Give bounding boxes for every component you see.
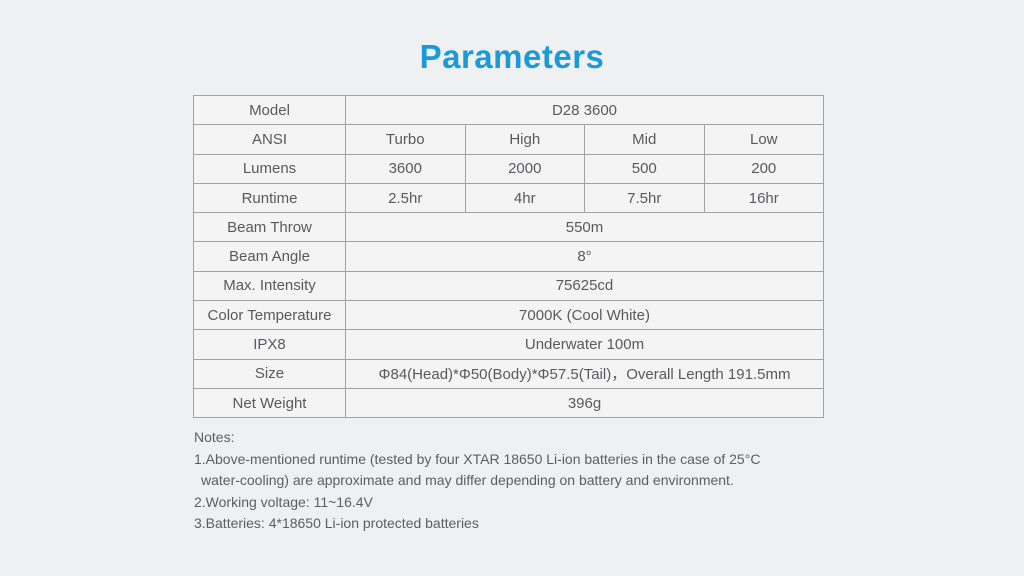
row-label-net-weight: Net Weight [193,387,346,419]
table-row-beam-angle: Beam Angle 8° [193,241,824,272]
cell-beam-throw-value: 550m [345,212,824,243]
cell-ansi-mid: Mid [584,124,705,155]
row-label-max-intensity: Max. Intensity [193,270,346,302]
cell-ipx8-value: Underwater 100m [345,329,824,360]
row-label-color-temperature: Color Temperature [193,300,346,331]
cell-size-value: Φ84(Head)*Φ50(Body)*Φ57.5(Tail)，Overall … [345,358,824,389]
table-row-runtime: Runtime 2.5hr 4hr 7.5hr 16hr [193,182,824,214]
table-row-size: Size Φ84(Head)*Φ50(Body)*Φ57.5(Tail)，Ove… [193,358,824,389]
note-line-2: 2.Working voltage: 11~16.4V [194,493,373,510]
table-row-beam-throw: Beam Throw 550m [193,212,824,243]
table-row-max-intensity: Max. Intensity 75625cd [193,270,824,302]
table-row-lumens: Lumens 3600 2000 500 200 [193,153,824,184]
cell-runtime-mid: 7.5hr [584,182,705,214]
cell-ansi-low: Low [703,124,824,155]
cell-max-intensity-value: 75625cd [345,270,824,302]
cell-lumens-low: 200 [703,153,824,184]
row-label-beam-angle: Beam Angle [193,241,346,272]
table-row-model: Model D28 3600 [193,94,824,126]
cell-model-value: D28 3600 [345,94,824,126]
cell-net-weight-value: 396g [345,387,824,419]
table-row-color-temperature: Color Temperature 7000K (Cool White) [193,300,824,331]
row-label-lumens: Lumens [193,153,346,184]
row-label-runtime: Runtime [193,182,346,214]
cell-ansi-turbo: Turbo [345,124,466,155]
table-row-ipx8: IPX8 Underwater 100m [193,329,824,360]
cell-runtime-high: 4hr [464,182,585,214]
notes-heading: Notes: [194,429,235,446]
row-label-size: Size [193,358,346,389]
note-line-1-continued: water-cooling) are approximate and may d… [201,472,734,489]
spec-table: Model D28 3600 ANSI Turbo High Mid Low L… [193,94,824,419]
cell-lumens-turbo: 3600 [345,153,466,184]
row-label-beam-throw: Beam Throw [193,212,346,243]
row-label-ipx8: IPX8 [193,329,346,360]
row-label-ansi: ANSI [193,124,346,155]
note-line-3: 3.Batteries: 4*18650 Li-ion protected ba… [194,515,479,532]
cell-runtime-low: 16hr [703,182,824,214]
cell-color-temperature-value: 7000K (Cool White) [345,300,824,331]
table-row-ansi: ANSI Turbo High Mid Low [193,124,824,155]
notes-section: Notes: 1.Above-mentioned runtime (tested… [194,427,1024,535]
table-row-net-weight: Net Weight 396g [193,387,824,419]
page-title: Parameters [419,38,605,75]
cell-beam-angle-value: 8° [345,241,824,272]
row-label-model: Model [193,94,346,126]
cell-runtime-turbo: 2.5hr [345,182,466,214]
cell-lumens-mid: 500 [584,153,705,184]
cell-lumens-high: 2000 [464,153,585,184]
cell-ansi-high: High [464,124,585,155]
note-line-1: 1.Above-mentioned runtime (tested by fou… [194,450,761,467]
spec-table-container: Model D28 3600 ANSI Turbo High Mid Low L… [193,94,824,419]
